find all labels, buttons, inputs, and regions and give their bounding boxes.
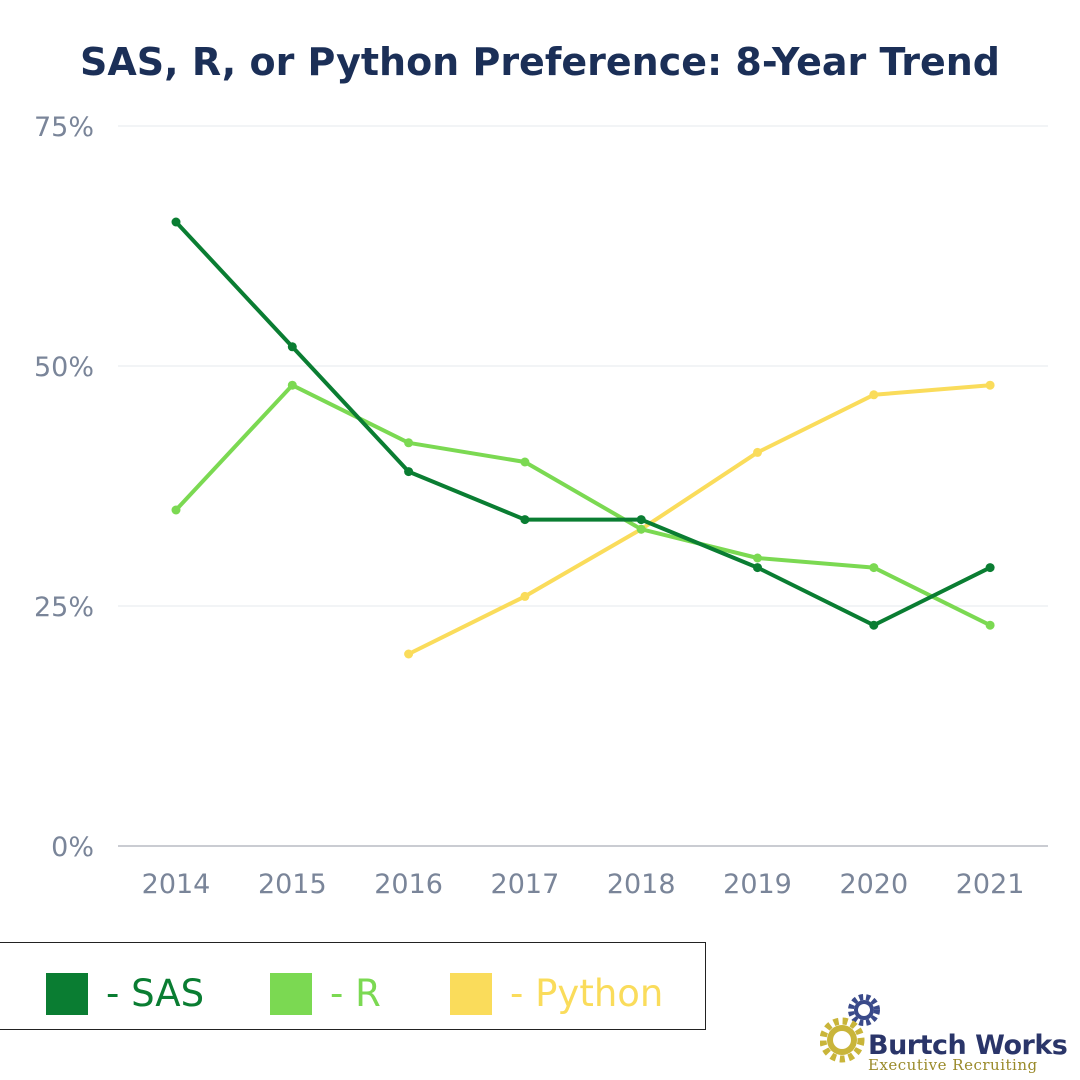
data-point-python xyxy=(404,649,414,659)
burtch-works-logo: Burtch Works Executive Recruiting xyxy=(820,990,1070,1074)
data-point-python xyxy=(753,447,762,457)
data-point-sas xyxy=(171,217,181,227)
y-tick-label: 0% xyxy=(51,832,94,863)
data-point-sas xyxy=(287,342,297,352)
series-layer xyxy=(171,217,995,659)
legend-item-sas: - SAS xyxy=(46,972,204,1015)
data-point-r xyxy=(636,524,646,534)
y-tick-label: 50% xyxy=(34,352,94,383)
legend-item-python: - Python xyxy=(450,972,663,1015)
data-point-r xyxy=(520,457,530,467)
data-point-r xyxy=(985,620,995,630)
x-tick-label: 2014 xyxy=(142,869,211,900)
grid-lines xyxy=(118,125,1048,847)
series-line-python xyxy=(406,383,993,656)
legend-item-r: - R xyxy=(270,972,381,1015)
legend-swatch-r xyxy=(270,972,312,1015)
series-line-r xyxy=(174,383,993,628)
y-tick-label: 75% xyxy=(34,112,94,143)
data-point-sas xyxy=(636,515,646,525)
x-tick-label: 2017 xyxy=(491,869,560,900)
data-point-r xyxy=(753,553,762,563)
gear-icon xyxy=(820,994,880,1063)
legend-label-python: - Python xyxy=(510,972,664,1015)
data-point-python xyxy=(520,591,530,601)
logo-name: Burtch Works xyxy=(868,1030,1068,1061)
legend-swatch-python xyxy=(450,972,492,1015)
legend-swatch-sas xyxy=(46,972,88,1015)
data-point-r xyxy=(171,505,181,515)
line-chart: 0% 25% 50% 75% 2014 2015 2016 2017 2018 2019 2020… xyxy=(34,112,1048,900)
legend-label-r: - R xyxy=(330,972,381,1015)
y-tick-label: 25% xyxy=(34,592,94,623)
data-point-r xyxy=(869,563,879,573)
chart-title: SAS, R, or Python Preference: 8-Year Tre… xyxy=(80,40,1000,84)
x-tick-label: 2019 xyxy=(723,869,792,900)
data-point-sas xyxy=(404,467,414,477)
data-point-r xyxy=(287,380,297,390)
x-tick-label: 2016 xyxy=(374,869,443,900)
legend: - SAS - R - Python xyxy=(0,942,706,1030)
x-axis-ticks: 2014 2015 2016 2017 2018 2019 2020 2021 xyxy=(142,869,1025,900)
y-axis-ticks: 0% 25% 50% 75% xyxy=(34,112,94,863)
legend-label-sas: - SAS xyxy=(106,972,205,1015)
data-point-sas xyxy=(985,563,995,573)
data-point-sas xyxy=(520,515,530,525)
data-point-r xyxy=(404,438,414,448)
x-tick-label: 2021 xyxy=(956,869,1025,900)
data-point-python xyxy=(869,390,879,400)
data-point-sas xyxy=(753,563,762,573)
logo-tagline: Executive Recruiting xyxy=(868,1056,1038,1074)
series-line-sas xyxy=(174,220,993,628)
x-tick-label: 2015 xyxy=(258,869,327,900)
data-point-python xyxy=(985,380,995,390)
x-tick-label: 2018 xyxy=(607,869,676,900)
data-point-sas xyxy=(869,620,879,630)
x-tick-label: 2020 xyxy=(839,869,908,900)
